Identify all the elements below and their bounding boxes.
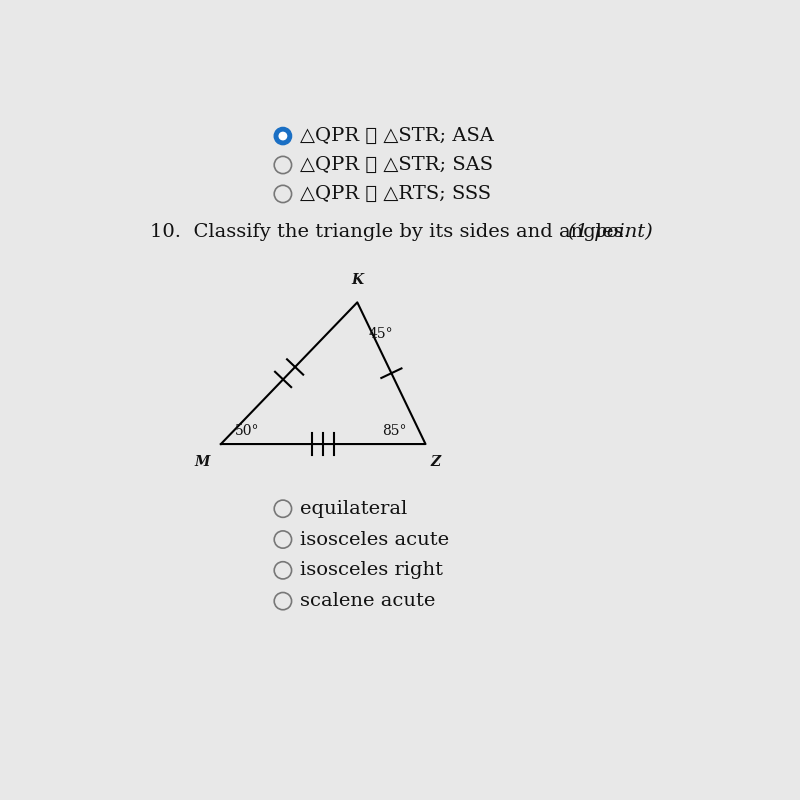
Text: 45°: 45° (369, 327, 393, 341)
Text: 50°: 50° (234, 424, 259, 438)
Text: △QPR ≅ △STR; SAS: △QPR ≅ △STR; SAS (300, 156, 493, 174)
Text: Z: Z (430, 455, 441, 469)
Text: △QPR ≅ △RTS; SSS: △QPR ≅ △RTS; SSS (300, 185, 490, 203)
Text: scalene acute: scalene acute (300, 592, 435, 610)
Circle shape (279, 132, 286, 140)
Text: M: M (194, 455, 210, 469)
Text: △QPR ≅ △STR; ASA: △QPR ≅ △STR; ASA (300, 127, 494, 145)
Text: 85°: 85° (382, 424, 406, 438)
Text: (1 point): (1 point) (568, 222, 653, 241)
Text: equilateral: equilateral (300, 500, 407, 518)
Text: isosceles acute: isosceles acute (300, 530, 449, 549)
Circle shape (274, 127, 291, 145)
Text: 10.  Classify the triangle by its sides and angles.: 10. Classify the triangle by its sides a… (150, 222, 630, 241)
Text: isosceles right: isosceles right (300, 562, 442, 579)
Text: K: K (351, 273, 363, 287)
